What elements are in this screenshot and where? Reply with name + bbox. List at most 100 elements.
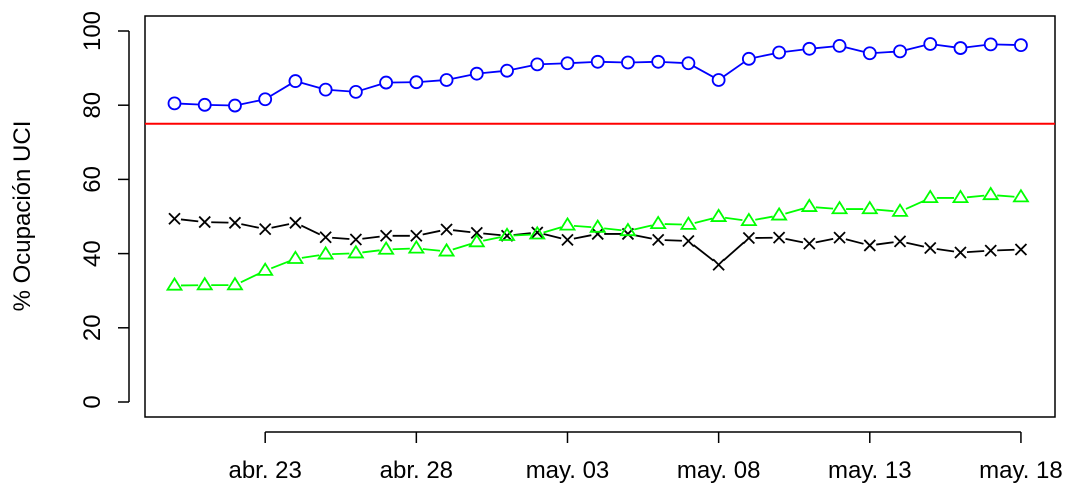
- series-line-segment: [936, 248, 955, 253]
- series-line-segment: [573, 61, 592, 64]
- data-point: [652, 233, 665, 247]
- series-line-segment: [332, 252, 350, 256]
- series-line-segment: [300, 224, 321, 236]
- data-point: [256, 261, 274, 276]
- data-point: [228, 98, 242, 113]
- series-line-segment: [634, 234, 652, 240]
- series-triangle: [165, 186, 1030, 291]
- series-line-segment: [301, 81, 320, 89]
- data-point: [168, 212, 181, 225]
- series-line-segment: [722, 241, 745, 262]
- series-line-segment: [845, 238, 864, 245]
- data-point: [289, 216, 302, 229]
- data-point: [531, 226, 544, 239]
- data-point: [500, 63, 514, 78]
- series-line-segment: [906, 241, 925, 248]
- series-cross: [168, 212, 1028, 271]
- data-point: [772, 231, 786, 244]
- series-line-segment: [270, 260, 290, 270]
- data-point: [560, 56, 575, 71]
- data-point: [348, 84, 363, 99]
- data-point: [742, 231, 756, 245]
- series-line-segment: [332, 89, 350, 93]
- data-point: [621, 55, 635, 70]
- data-point: [741, 51, 756, 66]
- data-point: [923, 37, 938, 51]
- series-line-segment: [876, 241, 894, 246]
- series-line-segment: [422, 79, 441, 83]
- series-line-segment: [815, 206, 834, 210]
- series-line-segment: [270, 83, 291, 97]
- series-line-segment: [966, 44, 985, 49]
- y-axis: 0 20 40 60 80 100: [79, 11, 130, 409]
- data-point: [469, 66, 484, 81]
- data-point: [319, 231, 332, 244]
- data-point: [1014, 243, 1028, 256]
- series-line-segment: [785, 207, 804, 215]
- data-point: [740, 212, 758, 227]
- data-point: [954, 246, 967, 259]
- data-point: [318, 82, 333, 97]
- series-line-segment: [332, 236, 350, 240]
- series-line-segment: [452, 74, 471, 80]
- data-point: [377, 240, 395, 255]
- data-point: [528, 225, 546, 240]
- series-line-segment: [604, 227, 622, 232]
- data-point: [1014, 38, 1028, 52]
- data-point: [953, 41, 968, 55]
- series-layer: [165, 37, 1030, 291]
- data-point: [619, 222, 637, 237]
- series-line-segment: [513, 233, 531, 237]
- series-line-segment: [815, 45, 834, 50]
- data-point: [1012, 188, 1030, 203]
- data-point: [530, 57, 545, 72]
- data-point: [228, 216, 242, 229]
- data-point: [440, 223, 453, 236]
- data-point: [410, 229, 423, 242]
- data-point: [893, 235, 907, 248]
- series-line-segment: [392, 247, 410, 251]
- series-line-segment: [452, 229, 471, 234]
- data-point: [167, 96, 182, 111]
- data-point: [863, 239, 876, 252]
- series-line-segment: [483, 70, 501, 74]
- series-line-segment: [936, 43, 955, 49]
- series-line-segment: [241, 99, 260, 106]
- data-point: [803, 237, 816, 250]
- series-line-segment: [543, 62, 562, 66]
- x-tick-label: may. 03: [526, 457, 610, 484]
- data-point: [772, 45, 786, 60]
- data-point: [982, 186, 1000, 201]
- data-point: [589, 218, 607, 233]
- series-line-segment: [513, 64, 532, 71]
- series-line-segment: [573, 224, 592, 229]
- data-point: [226, 276, 244, 291]
- series-line-segment: [724, 216, 743, 221]
- series-line-segment: [966, 194, 985, 199]
- data-point: [591, 227, 604, 241]
- series-line-segment: [362, 235, 380, 240]
- series-line-segment: [483, 232, 501, 237]
- series-line-segment: [362, 249, 380, 254]
- data-point: [347, 244, 365, 259]
- data-point: [832, 38, 847, 53]
- data-point: [862, 46, 877, 61]
- data-point: [468, 233, 486, 248]
- data-point: [409, 75, 424, 90]
- series-line-segment: [271, 223, 290, 229]
- data-point: [437, 242, 456, 257]
- series-line-segment: [180, 218, 199, 223]
- data-point: [833, 231, 846, 244]
- data-point: [983, 37, 998, 52]
- series-line-segment: [543, 233, 562, 240]
- x-tick-label: abr. 23: [228, 457, 301, 484]
- data-point: [196, 276, 214, 291]
- data-point: [470, 226, 483, 239]
- data-point: [893, 44, 907, 59]
- data-point: [317, 245, 335, 260]
- series-line-segment: [755, 215, 773, 221]
- x-tick-label: may. 18: [979, 457, 1063, 484]
- data-point: [861, 200, 879, 215]
- series-line-segment: [845, 46, 864, 53]
- series-line-segment: [755, 52, 773, 59]
